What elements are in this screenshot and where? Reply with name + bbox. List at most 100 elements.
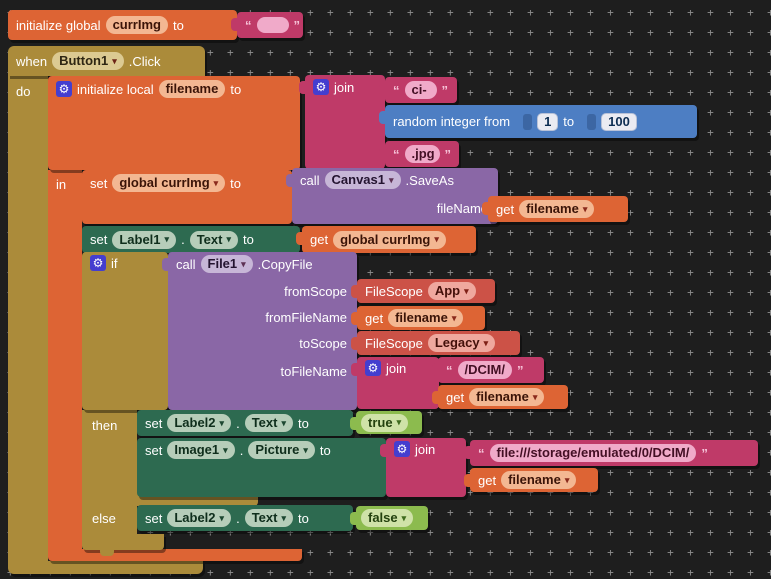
get-global-currimg-block[interactable]: get global currImg ▾ xyxy=(296,226,476,253)
if-block-bottom-bar[interactable] xyxy=(82,534,164,550)
dropdown-arrow-icon: ▾ xyxy=(281,417,286,428)
property-dropdown[interactable]: Text ▾ xyxy=(244,414,293,432)
text-input-field[interactable]: ci- xyxy=(404,81,437,99)
initialize-local-bottom-bar[interactable] xyxy=(48,549,302,561)
text-input-field[interactable]: .jpg xyxy=(404,145,440,163)
variable-dropdown[interactable]: filename ▾ xyxy=(501,471,577,489)
component-dropdown[interactable]: Image1 ▾ xyxy=(167,441,235,459)
text-string-block[interactable]: “ /DCIM/ ” xyxy=(432,357,544,383)
component-dropdown[interactable]: Canvas1 ▾ xyxy=(324,171,401,189)
get-filename-block[interactable]: get filename ▾ xyxy=(482,196,628,222)
field-text: global currImg xyxy=(340,231,431,247)
field-text: App xyxy=(434,283,461,298)
initialize-global-block[interactable]: initialize global currImg to xyxy=(8,10,237,40)
when-event-block-header[interactable]: when Button1 ▾ .Click xyxy=(8,46,205,76)
get-filename-block[interactable]: get filename ▾ xyxy=(351,306,485,330)
initialize-local-block[interactable]: ⚙ initialize local filename to xyxy=(48,76,300,170)
set-global-currimg-block[interactable]: set global currImg ▾ to xyxy=(82,170,292,224)
mutator-gear-icon[interactable]: ⚙ xyxy=(365,360,381,376)
filescope-dropdown[interactable]: App ▾ xyxy=(427,282,476,300)
filescope-legacy-block[interactable]: FileScope Legacy ▾ xyxy=(351,331,520,355)
block-label: to xyxy=(563,114,575,129)
when-block-left-wall[interactable]: do xyxy=(8,76,48,561)
join-header: ⚙ join xyxy=(357,357,439,379)
join-block[interactable]: ⚙ join xyxy=(380,438,466,497)
field-text: filename xyxy=(508,472,561,487)
dropdown-arrow-icon: ▾ xyxy=(434,234,439,244)
text-input-field[interactable]: /DCIM/ xyxy=(457,361,512,379)
param-label: toScope xyxy=(299,336,347,351)
block-label: join xyxy=(334,79,355,95)
join-header: ⚙ join xyxy=(386,438,466,460)
dropdown-arrow-icon: ▾ xyxy=(164,234,170,244)
field-text: Text xyxy=(196,231,223,247)
field-text: .jpg xyxy=(411,146,435,161)
initialize-local-left-wall[interactable]: in xyxy=(48,170,82,550)
component-dropdown[interactable]: Label2 ▾ xyxy=(167,414,232,432)
mutator-gear-icon[interactable]: ⚙ xyxy=(394,441,410,457)
mutator-gear-icon[interactable]: ⚙ xyxy=(56,81,72,97)
filescope-dropdown[interactable]: Legacy ▾ xyxy=(427,334,496,352)
variable-dropdown[interactable]: filename ▾ xyxy=(388,309,464,327)
variable-dropdown[interactable]: filename ▾ xyxy=(519,200,595,218)
max-number-field[interactable]: 100 xyxy=(601,112,637,131)
block-label: set xyxy=(90,232,108,247)
variable-dropdown[interactable]: filename ▾ xyxy=(469,388,545,406)
mutator-gear-icon[interactable]: ⚙ xyxy=(90,255,106,271)
global-var-name-field[interactable]: currImg xyxy=(105,16,168,34)
if-block[interactable]: ⚙ if xyxy=(82,252,168,410)
then-label: then xyxy=(92,418,118,433)
text-input-field[interactable]: file:///storage/emulated/0/DCIM/ xyxy=(489,444,697,462)
block-label: to xyxy=(242,232,254,247)
logic-dropdown[interactable]: false ▾ xyxy=(361,509,414,527)
do-label: do xyxy=(16,84,31,99)
mutator-gear-icon[interactable]: ⚙ xyxy=(313,79,329,95)
get-filename-block[interactable]: get filename ▾ xyxy=(432,385,568,409)
when-block-bottom-bar[interactable] xyxy=(8,561,203,574)
variable-dropdown[interactable]: global currImg ▾ xyxy=(333,230,446,249)
set-image1-picture-block[interactable]: set Image1 ▾ . Picture ▾ to xyxy=(137,438,386,497)
component-dropdown[interactable]: File1 ▾ xyxy=(200,255,253,273)
call-canvas1-saveas-block[interactable]: call Canvas1 ▾ .SaveAs fileName xyxy=(286,168,498,224)
dropdown-arrow-icon: ▾ xyxy=(396,417,402,427)
set-label2-text-block[interactable]: set Label2 ▾ . Text ▾ to xyxy=(137,410,353,436)
dropdown-arrow-icon: ▾ xyxy=(564,474,570,485)
local-var-name-field[interactable]: filename xyxy=(158,80,226,98)
open-quote: “ xyxy=(393,146,400,162)
get-filename-block[interactable]: get filename ▾ xyxy=(464,468,598,492)
dropdown-arrow-icon: ▾ xyxy=(464,285,469,296)
block-label: if xyxy=(111,255,118,271)
logic-dropdown[interactable]: true ▾ xyxy=(361,413,409,432)
set-label2-text-block[interactable]: set Label2 ▾ . Text ▾ to xyxy=(137,505,353,531)
logic-false-block[interactable]: false ▾ xyxy=(350,506,428,530)
property-dropdown[interactable]: Text ▾ xyxy=(244,509,293,527)
close-quote: ” xyxy=(293,17,301,33)
text-string-block[interactable]: “ .jpg ” xyxy=(379,141,459,167)
component-dropdown[interactable]: Button1 ▾ xyxy=(52,52,124,70)
open-quote: “ xyxy=(245,17,252,33)
variable-dropdown[interactable]: global currImg ▾ xyxy=(112,174,226,192)
text-string-block[interactable]: “ ci- ” xyxy=(379,77,457,103)
text-string-block[interactable]: “ file:///storage/emulated/0/DCIM/ ” xyxy=(464,440,758,466)
component-dropdown[interactable]: Label1 ▾ xyxy=(112,230,177,249)
block-label: call xyxy=(300,172,320,188)
property-dropdown[interactable]: Picture ▾ xyxy=(248,441,315,459)
logic-true-block[interactable]: true ▾ xyxy=(350,411,422,434)
if-block-left-wall[interactable]: then else xyxy=(82,410,137,534)
call-file1-copyfile-block[interactable]: call File1 ▾ .CopyFile fromScope fromFil… xyxy=(162,252,357,410)
random-integer-block[interactable]: random integer from 1 to 100 xyxy=(379,105,697,138)
min-number-field[interactable]: 1 xyxy=(537,112,559,131)
set-label1-text-block[interactable]: set Label1 ▾ . Text ▾ to xyxy=(82,226,300,253)
block-label: set xyxy=(90,175,108,191)
join-block[interactable]: ⚙ join xyxy=(299,75,385,169)
component-dropdown[interactable]: Label2 ▾ xyxy=(167,509,232,527)
call-header: call File1 ▾ .CopyFile xyxy=(168,252,357,276)
text-string-block[interactable]: “ ” xyxy=(231,12,303,38)
filescope-app-block[interactable]: FileScope App ▾ xyxy=(351,279,495,303)
field-text: true xyxy=(368,414,393,430)
join-block[interactable]: ⚙ join xyxy=(351,357,439,409)
block-label: to xyxy=(230,175,242,191)
text-input-field[interactable] xyxy=(256,17,289,33)
block-label: join xyxy=(415,441,436,457)
property-dropdown[interactable]: Text ▾ xyxy=(189,230,238,249)
